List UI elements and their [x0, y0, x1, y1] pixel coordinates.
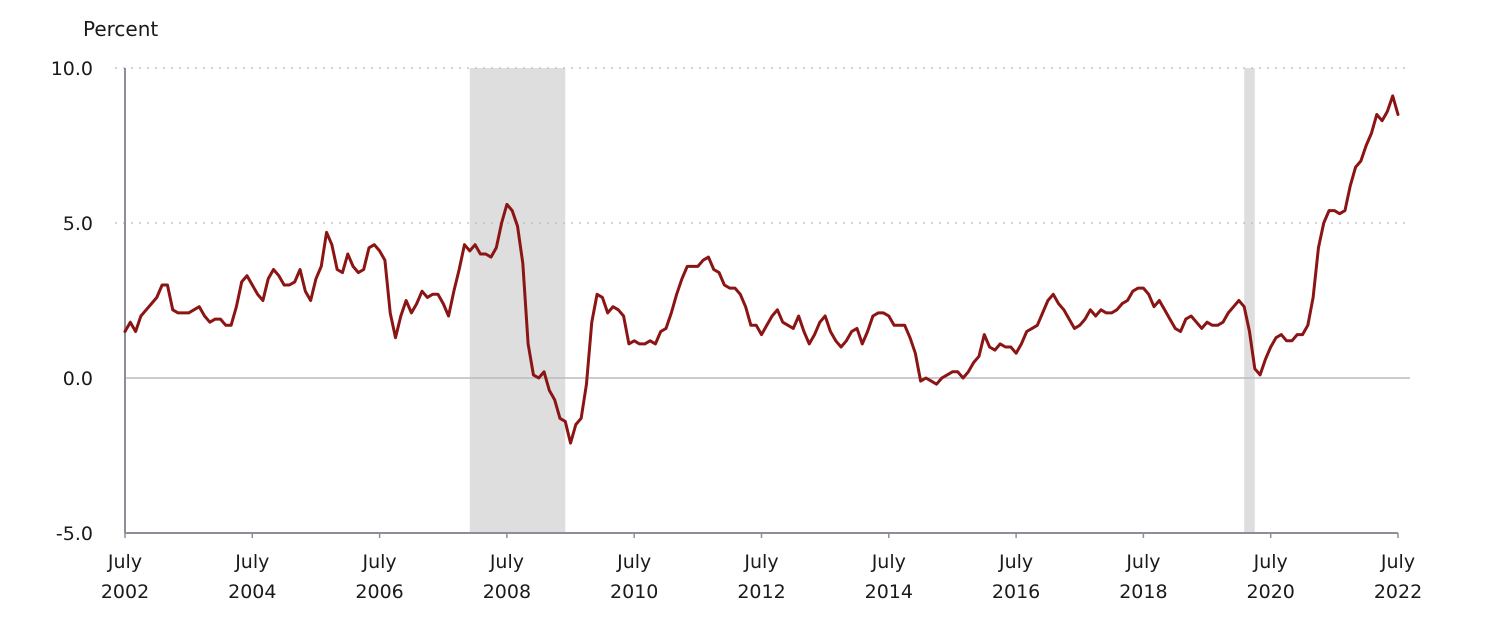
x-tick-label-year: 2006: [355, 581, 403, 603]
series-line-1: [123, 94, 1400, 445]
y-tick-labels: 10.0 5.0 0.0 -5.0: [51, 58, 93, 545]
x-tick-label-year: 2016: [992, 581, 1040, 603]
x-tick-label-month: July: [1125, 551, 1160, 573]
x-tick-label-year: 2020: [1247, 581, 1295, 603]
x-tick-label-year: 2014: [865, 581, 913, 603]
recession-shading-group: [469, 68, 1255, 533]
recession-band-2: [1244, 68, 1255, 533]
x-tick-label-month: July: [998, 551, 1033, 573]
x-tick-label-year: 2002: [101, 581, 149, 603]
y-tick-label: -5.0: [56, 523, 93, 545]
x-tick-label-month: July: [489, 551, 524, 573]
x-tick-label-year: 2004: [228, 581, 276, 603]
y-tick-label: 5.0: [63, 213, 93, 235]
unit-label: Percent: [83, 17, 158, 41]
x-tick-label-year: 2022: [1374, 581, 1422, 603]
x-tick-label-year: 2018: [1119, 581, 1167, 603]
recession-band-1: [469, 68, 566, 533]
x-tick-label-month: July: [1380, 551, 1415, 573]
x-tick-label-year: 2010: [610, 581, 658, 603]
x-tick-label-month: July: [743, 551, 778, 573]
axes-group: [124, 68, 1398, 534]
x-tick-label-month: July: [1253, 551, 1288, 573]
y-tick-label: 0.0: [63, 368, 93, 390]
x-tick-label-month: July: [107, 551, 142, 573]
x-tick-labels: July 2002 July 2004 July 2006 July 2008 July 2010…: [101, 533, 1422, 603]
x-tick-label-month: July: [616, 551, 651, 573]
gridlines-group: [115, 67, 1410, 379]
x-tick-label-month: July: [234, 551, 269, 573]
series-group: [123, 94, 1400, 445]
x-tick-label-month: July: [362, 551, 397, 573]
x-tick-label-month: July: [871, 551, 906, 573]
x-tick-label-year: 2008: [483, 581, 531, 603]
x-tick-label-year: 2012: [737, 581, 785, 603]
y-tick-label: 10.0: [51, 58, 93, 80]
